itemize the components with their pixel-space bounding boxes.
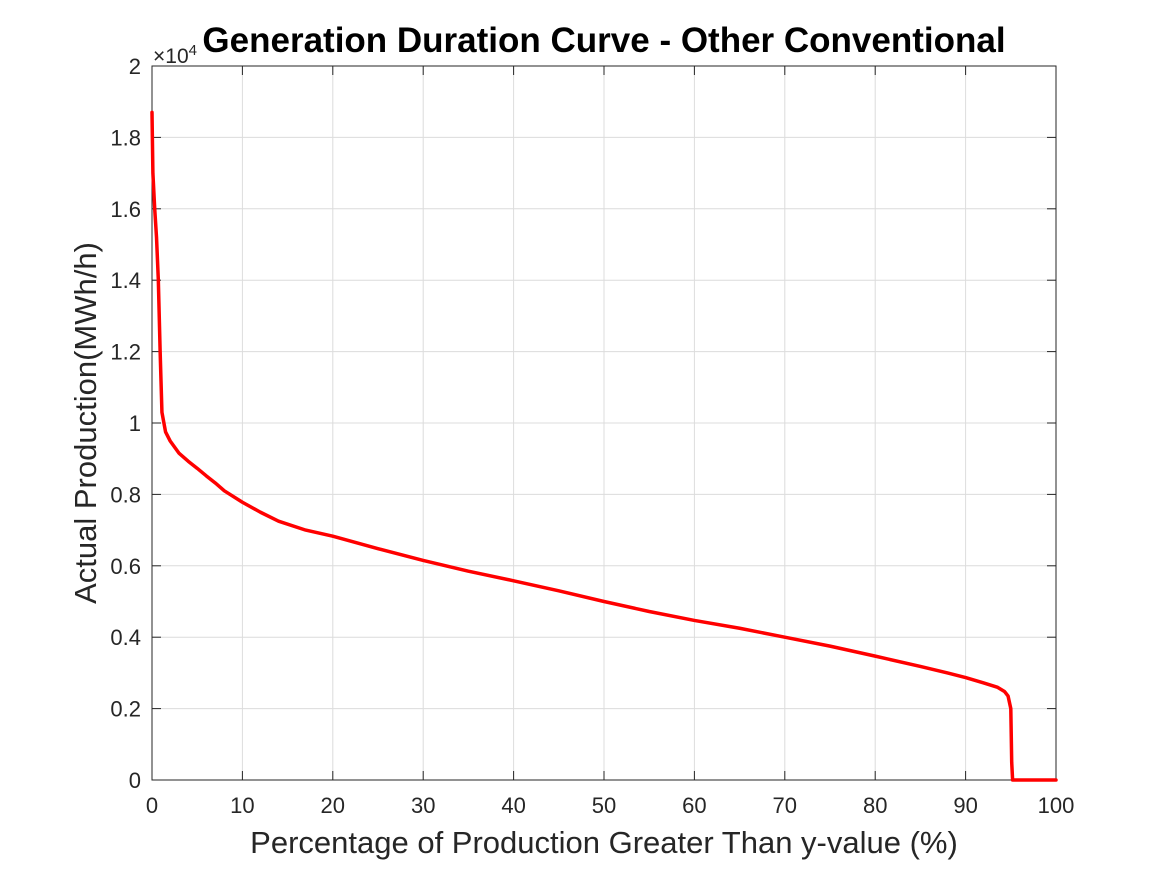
x-tick-label: 0: [146, 793, 158, 818]
y-tick-label: 0.2: [110, 697, 141, 722]
x-tick-label: 40: [501, 793, 525, 818]
y-tick-label: 0.8: [110, 482, 141, 507]
x-tick-label: 90: [953, 793, 977, 818]
y-tick-label: 0.4: [110, 625, 141, 650]
y-axis-exponent-base: ×10: [153, 45, 189, 68]
y-axis-tick-labels: 0 0.2 0.4 0.6 0.8 1 1.2 1.4 1.6 1.8 2: [110, 54, 141, 793]
y-tick-label: 1: [129, 411, 141, 436]
y-tick-label: 1.4: [110, 268, 141, 293]
x-tick-label: 100: [1038, 793, 1075, 818]
y-tick-label: 1.2: [110, 340, 141, 365]
y-tick-label: 0.6: [110, 554, 141, 579]
x-tick-label: 30: [411, 793, 435, 818]
x-tick-label: 60: [682, 793, 706, 818]
y-axis-exponent-label: ×104: [153, 42, 197, 68]
x-tick-label: 70: [773, 793, 797, 818]
y-tick-label: 0: [129, 768, 141, 793]
chart-title: Generation Duration Curve - Other Conven…: [202, 21, 1005, 60]
y-axis-exponent-power: 4: [189, 42, 197, 59]
series-line-production: [150, 110, 1058, 782]
axis-ticks: [151, 65, 1057, 781]
y-tick-label: 1.8: [110, 125, 141, 150]
x-tick-label: 20: [321, 793, 345, 818]
x-tick-label: 80: [863, 793, 887, 818]
grid-lines: [152, 66, 1056, 780]
y-tick-label: 1.6: [110, 197, 141, 222]
y-axis-label: Actual Production(MWh/h): [68, 242, 103, 604]
x-tick-label: 50: [592, 793, 616, 818]
x-tick-label: 10: [230, 793, 254, 818]
x-axis-label: Percentage of Production Greater Than y-…: [250, 825, 958, 860]
y-tick-label: 2: [129, 54, 141, 79]
x-axis-tick-labels: 0 10 20 30 40 50 60 70 80 90 100: [146, 793, 1074, 818]
